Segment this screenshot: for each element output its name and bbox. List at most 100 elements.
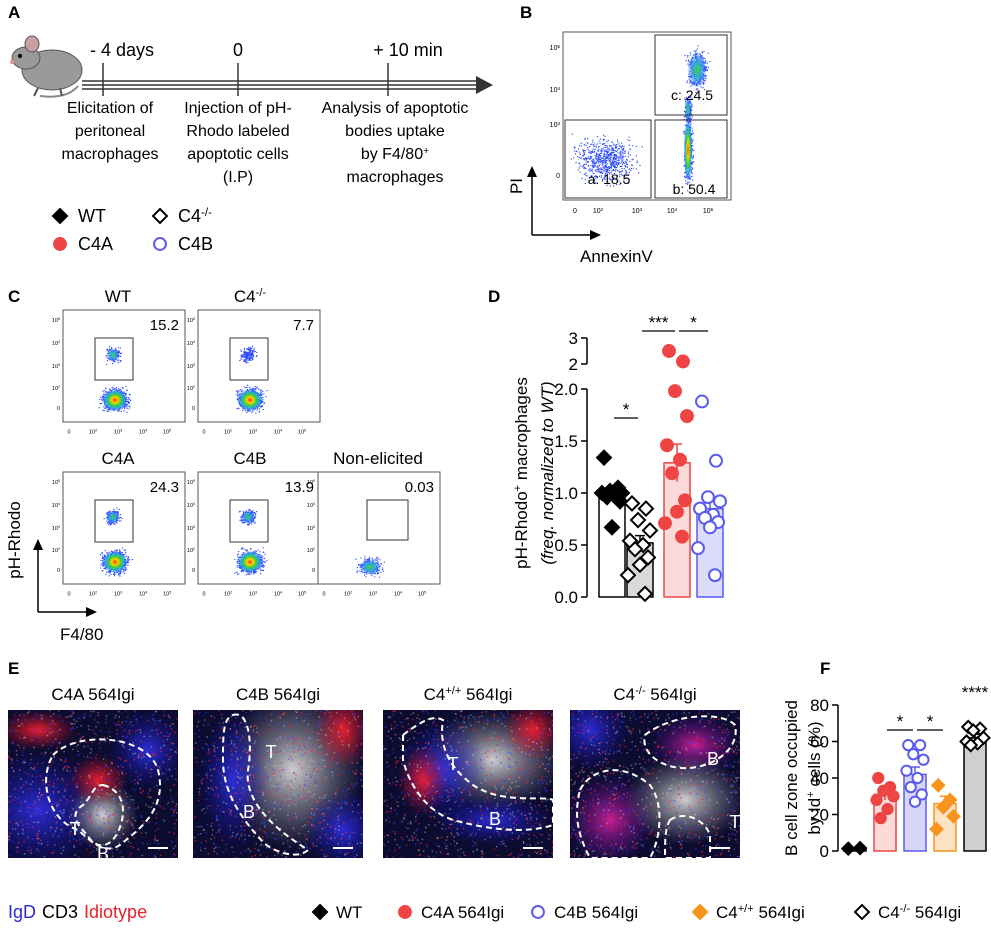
text-part: 10	[187, 341, 193, 347]
text-part: 10	[187, 480, 193, 486]
flow-tick-label: 0	[573, 208, 577, 215]
data-point	[636, 585, 654, 603]
flow-tick-label: 0	[312, 568, 315, 574]
superscript: 2	[230, 591, 232, 595]
flow-tick-label: 103	[249, 429, 257, 436]
flow-tick-label: 0	[202, 592, 205, 598]
text-part: pH-Rhodo	[512, 491, 531, 569]
legend-marker	[153, 237, 167, 251]
flow-tick-label: 102	[187, 385, 195, 392]
text-part: 10	[298, 430, 304, 436]
gate	[564, 119, 652, 199]
bar	[963, 737, 987, 852]
legend-label: C4B 564Igi	[554, 903, 638, 922]
data-point	[900, 764, 913, 777]
step-description: macrophages	[347, 169, 444, 186]
data-point	[641, 522, 659, 539]
superscript: 4	[193, 340, 195, 344]
micrograph	[570, 710, 740, 858]
flow-tick-label: 0	[192, 406, 195, 412]
stain-region	[198, 710, 268, 850]
data-point	[915, 788, 928, 801]
data-point	[929, 821, 944, 837]
data-point	[963, 737, 979, 753]
data-point	[695, 394, 709, 409]
legend-label: WT	[336, 903, 362, 922]
text-part: 564Igi	[646, 685, 697, 704]
data-point	[665, 466, 679, 481]
stain-region	[625, 755, 740, 845]
data-point	[965, 723, 981, 738]
events	[570, 133, 643, 187]
text-part: 10	[52, 341, 58, 347]
density-core	[106, 348, 120, 362]
image-title: C4-/- 564Igi	[613, 685, 696, 704]
text-part: 10	[394, 592, 400, 598]
density-core	[358, 558, 382, 576]
speckle	[383, 710, 553, 858]
superscript: 2	[230, 429, 232, 433]
text-part: 10	[667, 208, 675, 215]
superscript: +	[423, 146, 429, 157]
plot-title: C4B	[233, 449, 266, 468]
superscript: -/-	[635, 685, 646, 697]
legend-marker	[311, 903, 329, 921]
superscript: 5	[313, 479, 315, 483]
data-point	[874, 812, 887, 825]
superscript: 4	[58, 502, 60, 506]
flow-tick-label: 103	[307, 525, 315, 532]
stain-legend: CD3	[42, 902, 78, 922]
gate-label: 24.3	[150, 479, 179, 496]
step-description: (I.P)	[223, 169, 253, 186]
legend-label: C4A	[78, 234, 113, 254]
text-part: 10	[550, 122, 558, 129]
y-tick-label: 20	[810, 806, 829, 825]
flow-tick-label: 103	[187, 525, 195, 532]
superscript: 3	[255, 429, 257, 433]
data-point	[660, 438, 674, 453]
text-part: 10	[550, 45, 558, 52]
panel-label: F	[820, 659, 830, 678]
event-cloud	[236, 345, 268, 414]
text-part: 10	[52, 526, 58, 532]
text-part: 10	[224, 430, 230, 436]
density-core	[102, 388, 128, 412]
image-title: C4+/+ 564Igi	[424, 685, 513, 704]
superscript: 3	[193, 363, 195, 367]
superscript: 5	[193, 479, 195, 483]
superscript: 3	[640, 207, 643, 212]
superscript: 3	[58, 525, 60, 529]
superscript: 2	[193, 385, 195, 389]
flow-tick-label: 0	[67, 430, 70, 436]
panel-label: E	[8, 659, 19, 678]
superscript: -/-	[256, 287, 267, 299]
flow-tick-label: 0	[556, 173, 560, 180]
data-point	[678, 493, 692, 508]
speckle	[8, 710, 178, 857]
legend-marker	[53, 237, 67, 251]
y-tick-label: 3	[569, 329, 578, 348]
zone-outline	[576, 769, 661, 858]
flow-tick-label: 103	[52, 525, 60, 532]
flow-tick-label: 0	[322, 592, 325, 598]
timeline-arrow	[82, 63, 493, 96]
flow-tick-label: 105	[52, 317, 60, 324]
data-point	[881, 802, 894, 816]
text-part: 10	[307, 526, 313, 532]
data-point	[637, 500, 655, 518]
flow-tick-label: 103	[52, 363, 60, 370]
data-point	[930, 777, 946, 793]
stain-region	[313, 710, 363, 770]
text-part: 10	[249, 592, 255, 598]
axis-title: pH-Rhodo	[5, 501, 24, 579]
text-part: 564Igi	[461, 685, 512, 704]
text-part: 10	[52, 548, 58, 554]
legend-marker	[398, 905, 412, 919]
data-point	[631, 556, 649, 574]
significance-label: *	[623, 400, 630, 419]
superscript: 3	[313, 525, 315, 529]
superscript: +/+	[445, 685, 461, 697]
flow-tick-label: 105	[187, 317, 195, 324]
data-point	[917, 753, 930, 766]
